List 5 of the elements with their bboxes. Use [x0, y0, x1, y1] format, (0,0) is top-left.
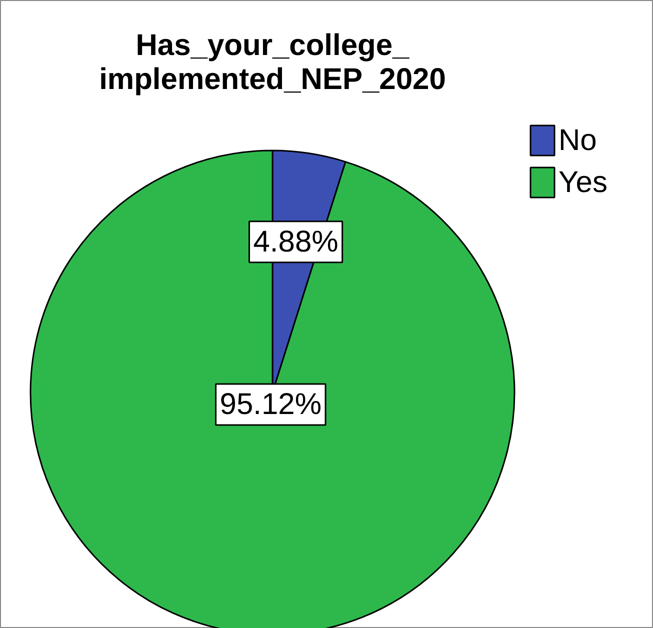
data-label: 4.88%: [253, 225, 338, 258]
data-label: 95.12%: [220, 388, 322, 421]
legend-label: No: [558, 124, 597, 157]
legend-label: Yes: [558, 166, 608, 199]
chart-title: Has_your_college_ implemented_NEP_2020: [99, 29, 446, 96]
